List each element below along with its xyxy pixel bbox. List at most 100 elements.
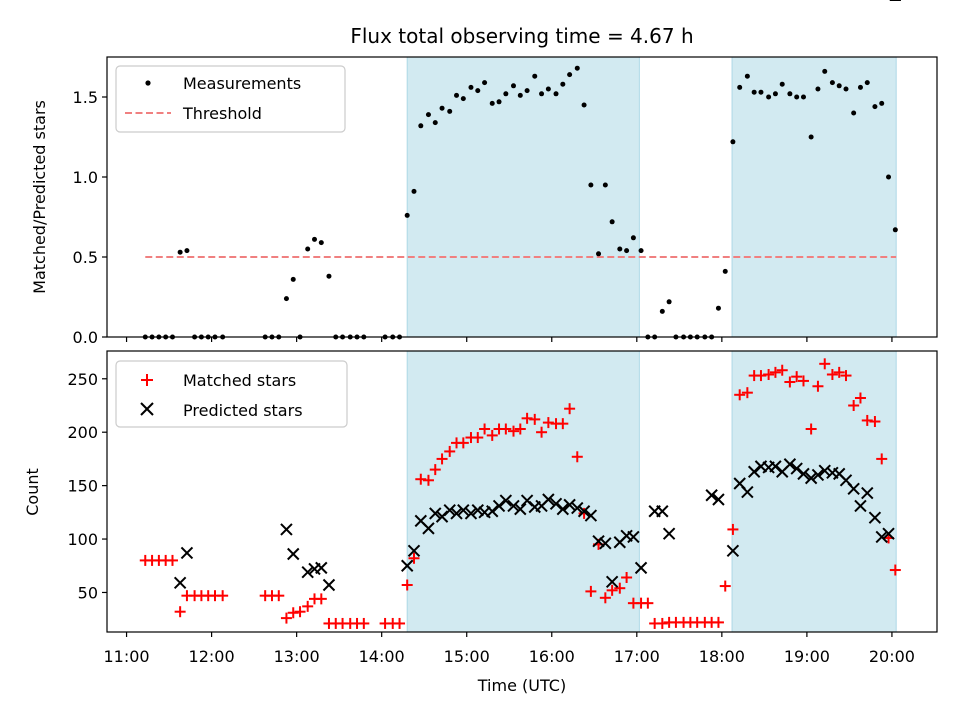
predicted-stars-point	[471, 503, 484, 517]
bottom-panel: 50 100 150 200 250 11:00 12:00 13:00 14:00 15:00…	[23, 0, 938, 695]
matched-stars-point	[734, 389, 746, 401]
top-y-tick-label: 0.0	[73, 328, 98, 347]
x-tick-label: 15:00	[444, 647, 490, 666]
legend-measurements-marker	[145, 80, 151, 86]
bot-shaded-interval-1	[731, 350, 897, 633]
measurements-point	[843, 86, 849, 92]
legend-threshold-label: Threshold	[182, 104, 262, 123]
measurements-point	[715, 305, 721, 311]
matched-stars-point	[797, 375, 809, 387]
predicted-stars-point	[173, 576, 187, 590]
matched-stars-point	[741, 387, 753, 399]
predicted-stars-point	[542, 493, 555, 506]
matched-stars-point	[621, 572, 633, 584]
matched-stars-point	[763, 369, 775, 381]
x-tick-label: 18:00	[699, 647, 745, 666]
predicted-stars-point	[882, 527, 895, 540]
measurements-point	[872, 104, 878, 110]
measurements-point	[794, 94, 800, 100]
bot-y-tick-label: 250	[67, 370, 98, 389]
matched-stars-point	[776, 364, 788, 376]
bot-y-tick-label: 150	[67, 477, 98, 496]
predicted-stars-point	[747, 465, 761, 478]
measurements-point	[602, 182, 608, 188]
matched-stars-point	[869, 416, 881, 428]
predicted-stars-point	[287, 547, 300, 561]
bot-y-tick-label: 200	[67, 423, 98, 442]
measurements-point	[532, 73, 538, 79]
matched-stars-point	[479, 423, 491, 435]
measurements-point	[460, 96, 466, 102]
x-tick-label: 16:00	[529, 647, 575, 666]
predicted-stars-point	[592, 534, 605, 548]
measurements-point	[283, 296, 289, 302]
predicted-stars-point	[280, 523, 293, 536]
matched-stars-point	[521, 412, 533, 424]
matched-stars-point	[302, 600, 314, 612]
predicted-stars-point	[577, 505, 591, 518]
predicted-stars-point	[457, 503, 470, 517]
predicted-stars-point	[627, 530, 640, 544]
x-tick-label: 11:00	[104, 647, 150, 666]
matched-stars-point	[444, 445, 456, 457]
measurements-point	[892, 227, 898, 233]
measurements-point	[411, 188, 417, 194]
top-shaded-interval-1	[731, 56, 897, 338]
x-tick-label: 14:00	[359, 647, 405, 666]
matched-stars-point	[422, 474, 434, 486]
measurements-point	[588, 182, 594, 188]
measurements-point	[787, 91, 793, 97]
matched-stars-point	[585, 585, 597, 597]
matched-stars-point	[564, 403, 576, 415]
measurements-point	[829, 80, 835, 86]
top-panel: 0.0 0.5 1.0 1.5 Matched/Predicted stars Mea…	[30, 56, 938, 347]
predicted-stars-point	[486, 505, 499, 518]
measurements-point	[722, 268, 728, 274]
matched-stars-point	[642, 597, 654, 609]
measurements-point	[482, 80, 488, 86]
measurements-point	[454, 92, 460, 98]
measurements-point	[305, 246, 311, 252]
matched-stars-point	[542, 417, 554, 429]
matched-stars-point	[287, 607, 299, 619]
bottom-legend: Matched stars Predicted stars	[115, 360, 348, 428]
measurements-point	[312, 236, 317, 242]
matched-stars-point	[614, 582, 626, 594]
matched-stars-point	[529, 413, 541, 425]
predicted-stars-point	[741, 485, 754, 499]
measurements-point	[800, 94, 806, 100]
predicted-stars-point	[584, 509, 598, 522]
bot-shaded-interval-0	[406, 350, 640, 633]
measurements-point	[857, 84, 863, 90]
measurements-point	[851, 110, 857, 116]
measurements-point	[468, 84, 474, 90]
measurements-point	[886, 174, 892, 180]
predicted-stars-point	[556, 502, 570, 516]
legend-matched-marker	[141, 374, 153, 386]
measurements-point	[808, 134, 814, 140]
predicted-stars-point	[811, 468, 825, 482]
measurements-point	[524, 88, 530, 94]
top-plot-frame	[106, 56, 938, 338]
measurements-point	[609, 219, 615, 225]
predicted-stars-point	[422, 522, 435, 535]
matched-stars-point	[408, 552, 420, 564]
x-axis-label: Time (UTC)	[477, 676, 566, 695]
measurements-point	[539, 91, 545, 97]
matched-stars-point	[812, 380, 824, 392]
matched-stars-point	[415, 473, 427, 485]
measurements-point	[184, 248, 190, 254]
legend-predicted-marker	[140, 402, 154, 416]
matched-stars-point	[315, 593, 327, 605]
measurements-point	[758, 89, 764, 95]
measurements-point	[638, 248, 644, 254]
matched-stars-point	[394, 617, 406, 629]
matched-stars-point	[557, 418, 569, 430]
measurements-point	[318, 240, 324, 246]
matched-stars-point	[280, 612, 292, 624]
measurements-point	[751, 89, 757, 95]
measurements-point	[503, 91, 509, 97]
measurements-point	[864, 80, 870, 86]
predicted-stars-point	[407, 544, 421, 558]
